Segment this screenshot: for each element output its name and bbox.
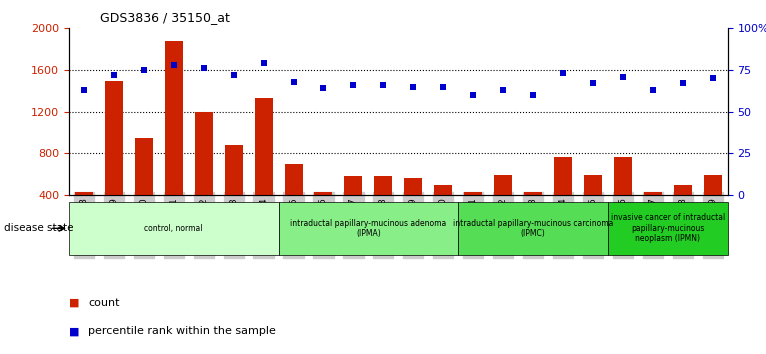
Bar bbox=[165, 41, 183, 236]
Point bbox=[108, 72, 120, 78]
Bar bbox=[524, 192, 542, 236]
Bar bbox=[608, 202, 728, 255]
Point bbox=[287, 79, 300, 84]
Bar bbox=[345, 176, 362, 236]
Point bbox=[527, 92, 539, 98]
Text: GDS3836 / 35150_at: GDS3836 / 35150_at bbox=[100, 11, 230, 24]
Bar bbox=[284, 164, 303, 236]
Point bbox=[408, 84, 420, 89]
Point bbox=[198, 65, 210, 71]
Point bbox=[437, 84, 450, 89]
Bar bbox=[674, 185, 692, 236]
Bar bbox=[279, 202, 458, 255]
Point bbox=[78, 87, 90, 93]
Bar bbox=[69, 202, 279, 255]
Text: count: count bbox=[88, 298, 119, 308]
Text: intraductal papillary-mucinous carcinoma
(IPMC): intraductal papillary-mucinous carcinoma… bbox=[453, 219, 614, 238]
Point bbox=[228, 72, 240, 78]
Point bbox=[647, 87, 659, 93]
Bar bbox=[254, 98, 273, 236]
Point bbox=[138, 67, 150, 73]
Point bbox=[706, 75, 719, 81]
Bar bbox=[75, 192, 93, 236]
Point bbox=[347, 82, 359, 88]
Point bbox=[317, 85, 329, 91]
Bar bbox=[404, 178, 422, 236]
Text: disease state: disease state bbox=[4, 223, 74, 233]
Bar bbox=[224, 145, 243, 236]
Bar bbox=[135, 137, 152, 236]
Text: invasive cancer of intraductal
papillary-mucinous
neoplasm (IPMN): invasive cancer of intraductal papillary… bbox=[611, 213, 725, 243]
Bar bbox=[494, 175, 512, 236]
Bar bbox=[644, 192, 662, 236]
Bar bbox=[315, 192, 332, 236]
Text: percentile rank within the sample: percentile rank within the sample bbox=[88, 326, 276, 336]
Bar bbox=[195, 112, 213, 236]
Point bbox=[617, 74, 629, 79]
Bar bbox=[554, 157, 572, 236]
Bar bbox=[375, 176, 392, 236]
Point bbox=[377, 82, 389, 88]
Text: ■: ■ bbox=[69, 298, 80, 308]
Bar bbox=[614, 157, 632, 236]
Point bbox=[257, 61, 270, 66]
Bar bbox=[704, 175, 722, 236]
Point bbox=[676, 80, 689, 86]
Text: intraductal papillary-mucinous adenoma
(IPMA): intraductal papillary-mucinous adenoma (… bbox=[290, 219, 447, 238]
Bar bbox=[434, 185, 452, 236]
Point bbox=[467, 92, 480, 98]
Point bbox=[168, 62, 180, 68]
Point bbox=[497, 87, 509, 93]
Text: ■: ■ bbox=[69, 326, 80, 336]
Point bbox=[557, 70, 569, 76]
Bar bbox=[464, 192, 482, 236]
Text: control, normal: control, normal bbox=[145, 224, 203, 233]
Bar bbox=[584, 175, 602, 236]
Bar bbox=[105, 81, 123, 236]
Bar bbox=[458, 202, 608, 255]
Point bbox=[587, 80, 599, 86]
